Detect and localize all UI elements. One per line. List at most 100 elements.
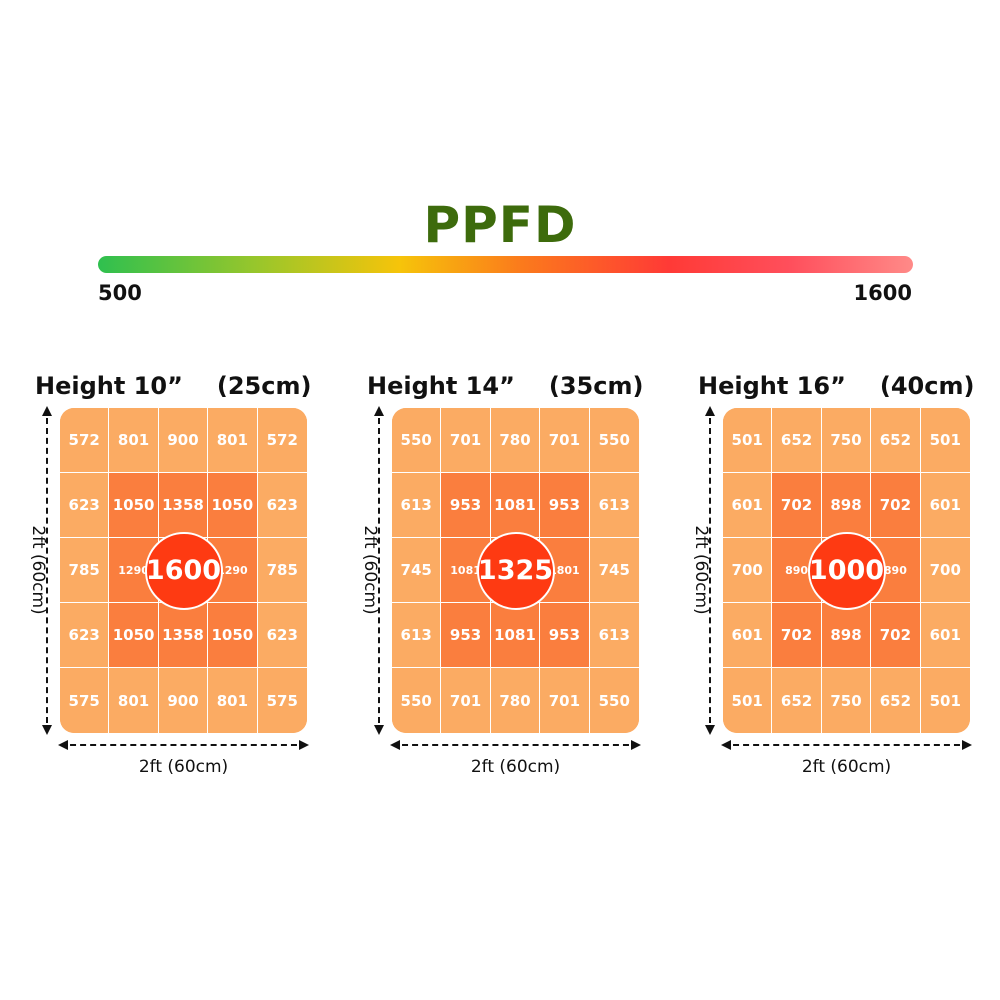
panel-title: Height 14” (35cm): [367, 372, 677, 400]
panel-title: Height 10” (25cm): [35, 372, 345, 400]
ppfd-grid: 501 652 750 652 501 601 702 898 702 601 700 890 890 7…: [723, 408, 970, 733]
heatmap-cell: 900: [158, 408, 209, 473]
y-dimension-label: 2ft (60cm): [360, 525, 380, 615]
heatmap-cell: 785: [257, 538, 307, 603]
x-dimension-label: 2ft (60cm): [138, 757, 229, 777]
heatmap-cell: 701: [540, 668, 590, 733]
heatmap-cell: 701: [441, 668, 491, 733]
center-peak-value: 1600: [144, 531, 223, 610]
scale-max-label: 1600: [853, 281, 912, 305]
heatmap-cell: 623: [60, 603, 110, 668]
heatmap-cell: 953: [441, 603, 491, 668]
heatmap-cell: 601: [920, 473, 970, 538]
heatmap-cell: 652: [772, 668, 822, 733]
vertical-dimension-arrow: [374, 406, 384, 735]
heatmap-cell: 702: [772, 473, 822, 538]
heatmap-cell: 623: [60, 473, 110, 538]
horizontal-dimension-arrow: [58, 740, 309, 750]
heatmap-cell: 953: [540, 603, 590, 668]
center-peak-value: 1325: [476, 531, 555, 610]
heatmap-cell: 745: [392, 538, 442, 603]
heatmap-cell: 953: [540, 473, 590, 538]
heatmap-cell: 702: [772, 603, 822, 668]
y-dimension-label: 2ft (60cm): [691, 525, 711, 615]
heatmap-cell: 550: [392, 408, 442, 473]
heatmap-cell: 702: [871, 473, 921, 538]
heatmap-cell: 613: [589, 603, 639, 668]
heatmap-cell: 780: [490, 668, 541, 733]
heatmap-cell: 623: [257, 473, 307, 538]
heatmap-cell: 745: [589, 538, 639, 603]
y-dimension-label: 2ft (60cm): [28, 525, 48, 615]
heatmap-cell: 801: [109, 408, 159, 473]
heatmap-cell: 750: [821, 408, 872, 473]
heatmap-cell: 750: [821, 668, 872, 733]
heatmap-cell: 1358: [158, 473, 209, 538]
heatmap-cell: 700: [723, 538, 773, 603]
vertical-dimension-arrow: [42, 406, 52, 735]
heatmap-cell: 780: [490, 408, 541, 473]
heatmap-cell: 1081: [490, 473, 541, 538]
heatmap-cell: 898: [821, 603, 872, 668]
heatmap-cell: 900: [158, 668, 209, 733]
ppfd-panel: Height 16” (40cm) 2ft (60cm) 501 652 750 652…: [691, 370, 1000, 790]
heatmap-cell: 652: [871, 668, 921, 733]
x-dimension-label: 2ft (60cm): [470, 757, 561, 777]
heatmap-cell: 801: [208, 408, 258, 473]
heatmap-cell: 1081: [490, 603, 541, 668]
heatmap-cell: 601: [723, 473, 773, 538]
ppfd-panel: Height 10” (25cm) 2ft (60cm) 572 801 900 801…: [28, 370, 340, 790]
chart-title: PPFD: [423, 196, 577, 254]
metric-height-label: (40cm): [879, 372, 975, 400]
heatmap-cell: 1050: [109, 603, 159, 668]
heatmap-cell: 953: [441, 473, 491, 538]
ppfd-grid: 572 801 900 801 572 623 1050 1358 1050 623 785 1290…: [60, 408, 307, 733]
heatmap-cell: 652: [871, 408, 921, 473]
height-label: Height 14”: [367, 372, 515, 400]
heatmap-cell: 572: [60, 408, 110, 473]
heatmap-cell: 701: [540, 408, 590, 473]
heatmap-cell: 501: [723, 408, 773, 473]
heatmap-cell: 652: [772, 408, 822, 473]
metric-height-label: (35cm): [548, 372, 644, 400]
heatmap-cell: 575: [60, 668, 110, 733]
ppfd-panel: Height 14” (35cm) 2ft (60cm) 550 701 780 701…: [360, 370, 672, 790]
heatmap-cell: 702: [871, 603, 921, 668]
heatmap-cell: 1358: [158, 603, 209, 668]
height-label: Height 16”: [698, 372, 846, 400]
ppfd-grid: 550 701 780 701 550 613 953 1081 953 613 745 1081 18…: [392, 408, 639, 733]
heatmap-cell: 898: [821, 473, 872, 538]
x-dimension-label: 2ft (60cm): [801, 757, 892, 777]
center-peak-value: 1000: [807, 531, 886, 610]
horizontal-dimension-arrow: [721, 740, 972, 750]
heatmap-cell: 700: [920, 538, 970, 603]
heatmap-cell: 550: [589, 668, 639, 733]
heatmap-cell: 701: [441, 408, 491, 473]
heatmap-cell: 601: [920, 603, 970, 668]
heatmap-cell: 1050: [208, 603, 258, 668]
heatmap-cell: 572: [257, 408, 307, 473]
heatmap-cell: 785: [60, 538, 110, 603]
heatmap-cell: 1050: [109, 473, 159, 538]
heatmap-cell: 613: [392, 473, 442, 538]
heatmap-cell: 550: [392, 668, 442, 733]
ppfd-color-scale: [98, 256, 913, 273]
heatmap-cell: 501: [920, 668, 970, 733]
panel-title: Height 16” (40cm): [698, 372, 1000, 400]
heatmap-cell: 1050: [208, 473, 258, 538]
height-label: Height 10”: [35, 372, 183, 400]
heatmap-cell: 801: [109, 668, 159, 733]
heatmap-cell: 501: [920, 408, 970, 473]
heatmap-cell: 613: [392, 603, 442, 668]
heatmap-cell: 623: [257, 603, 307, 668]
horizontal-dimension-arrow: [390, 740, 641, 750]
heatmap-cell: 801: [208, 668, 258, 733]
scale-min-label: 500: [98, 281, 142, 305]
heatmap-cell: 501: [723, 668, 773, 733]
heatmap-cell: 550: [589, 408, 639, 473]
heatmap-cell: 601: [723, 603, 773, 668]
heatmap-cell: 613: [589, 473, 639, 538]
metric-height-label: (25cm): [216, 372, 312, 400]
vertical-dimension-arrow: [705, 406, 715, 735]
heatmap-cell: 575: [257, 668, 307, 733]
